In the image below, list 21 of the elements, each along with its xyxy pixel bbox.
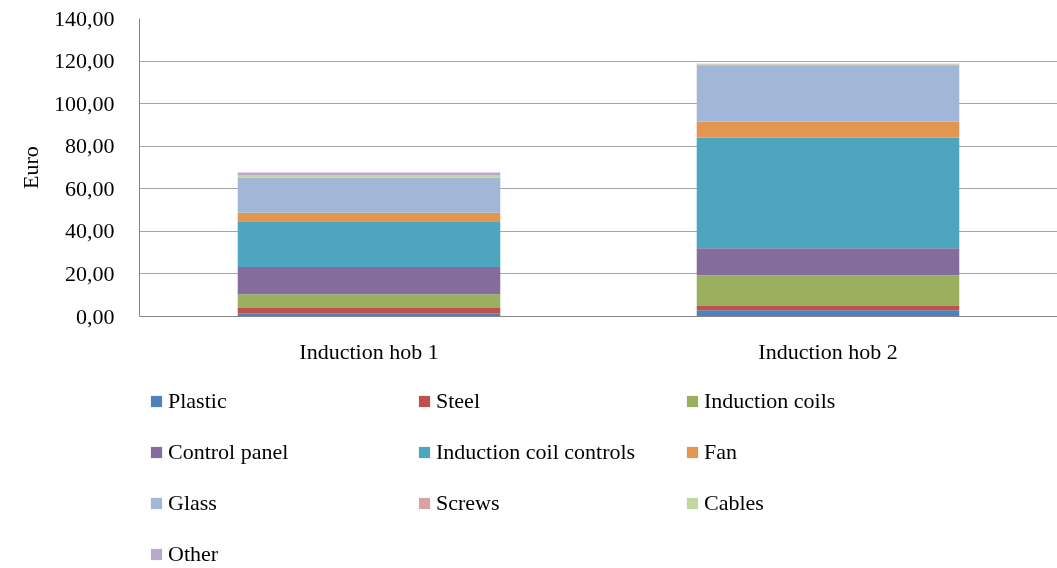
legend-label: Steel <box>436 388 481 414</box>
y-tick-label: 140,00 <box>54 5 115 31</box>
y-tick-label: 80,00 <box>65 133 115 159</box>
legend-label: Induction coil controls <box>436 439 637 465</box>
legend-label: Plastic <box>168 388 228 414</box>
x-tick-label: Induction hob 2 <box>758 338 898 364</box>
legend-label: Fan <box>704 439 738 465</box>
legend-label: Other <box>168 541 220 567</box>
legend-label: Control panel <box>168 439 290 465</box>
legend-label: Cables <box>704 490 765 516</box>
y-tick-label: 40,00 <box>65 218 115 244</box>
y-tick-label: 60,00 <box>65 175 115 201</box>
legend-label: Screws <box>436 490 501 516</box>
y-tick-label: 0,00 <box>76 303 115 329</box>
legend-label: Glass <box>168 490 218 516</box>
legend-label: Induction coils <box>704 388 837 414</box>
x-tick-label: Induction hob 1 <box>299 338 439 364</box>
y-tick-label: 120,00 <box>54 48 115 74</box>
y-tick-label: 20,00 <box>65 260 115 286</box>
y-axis-title: Euro <box>18 146 43 189</box>
y-tick-label: 100,00 <box>54 90 115 116</box>
